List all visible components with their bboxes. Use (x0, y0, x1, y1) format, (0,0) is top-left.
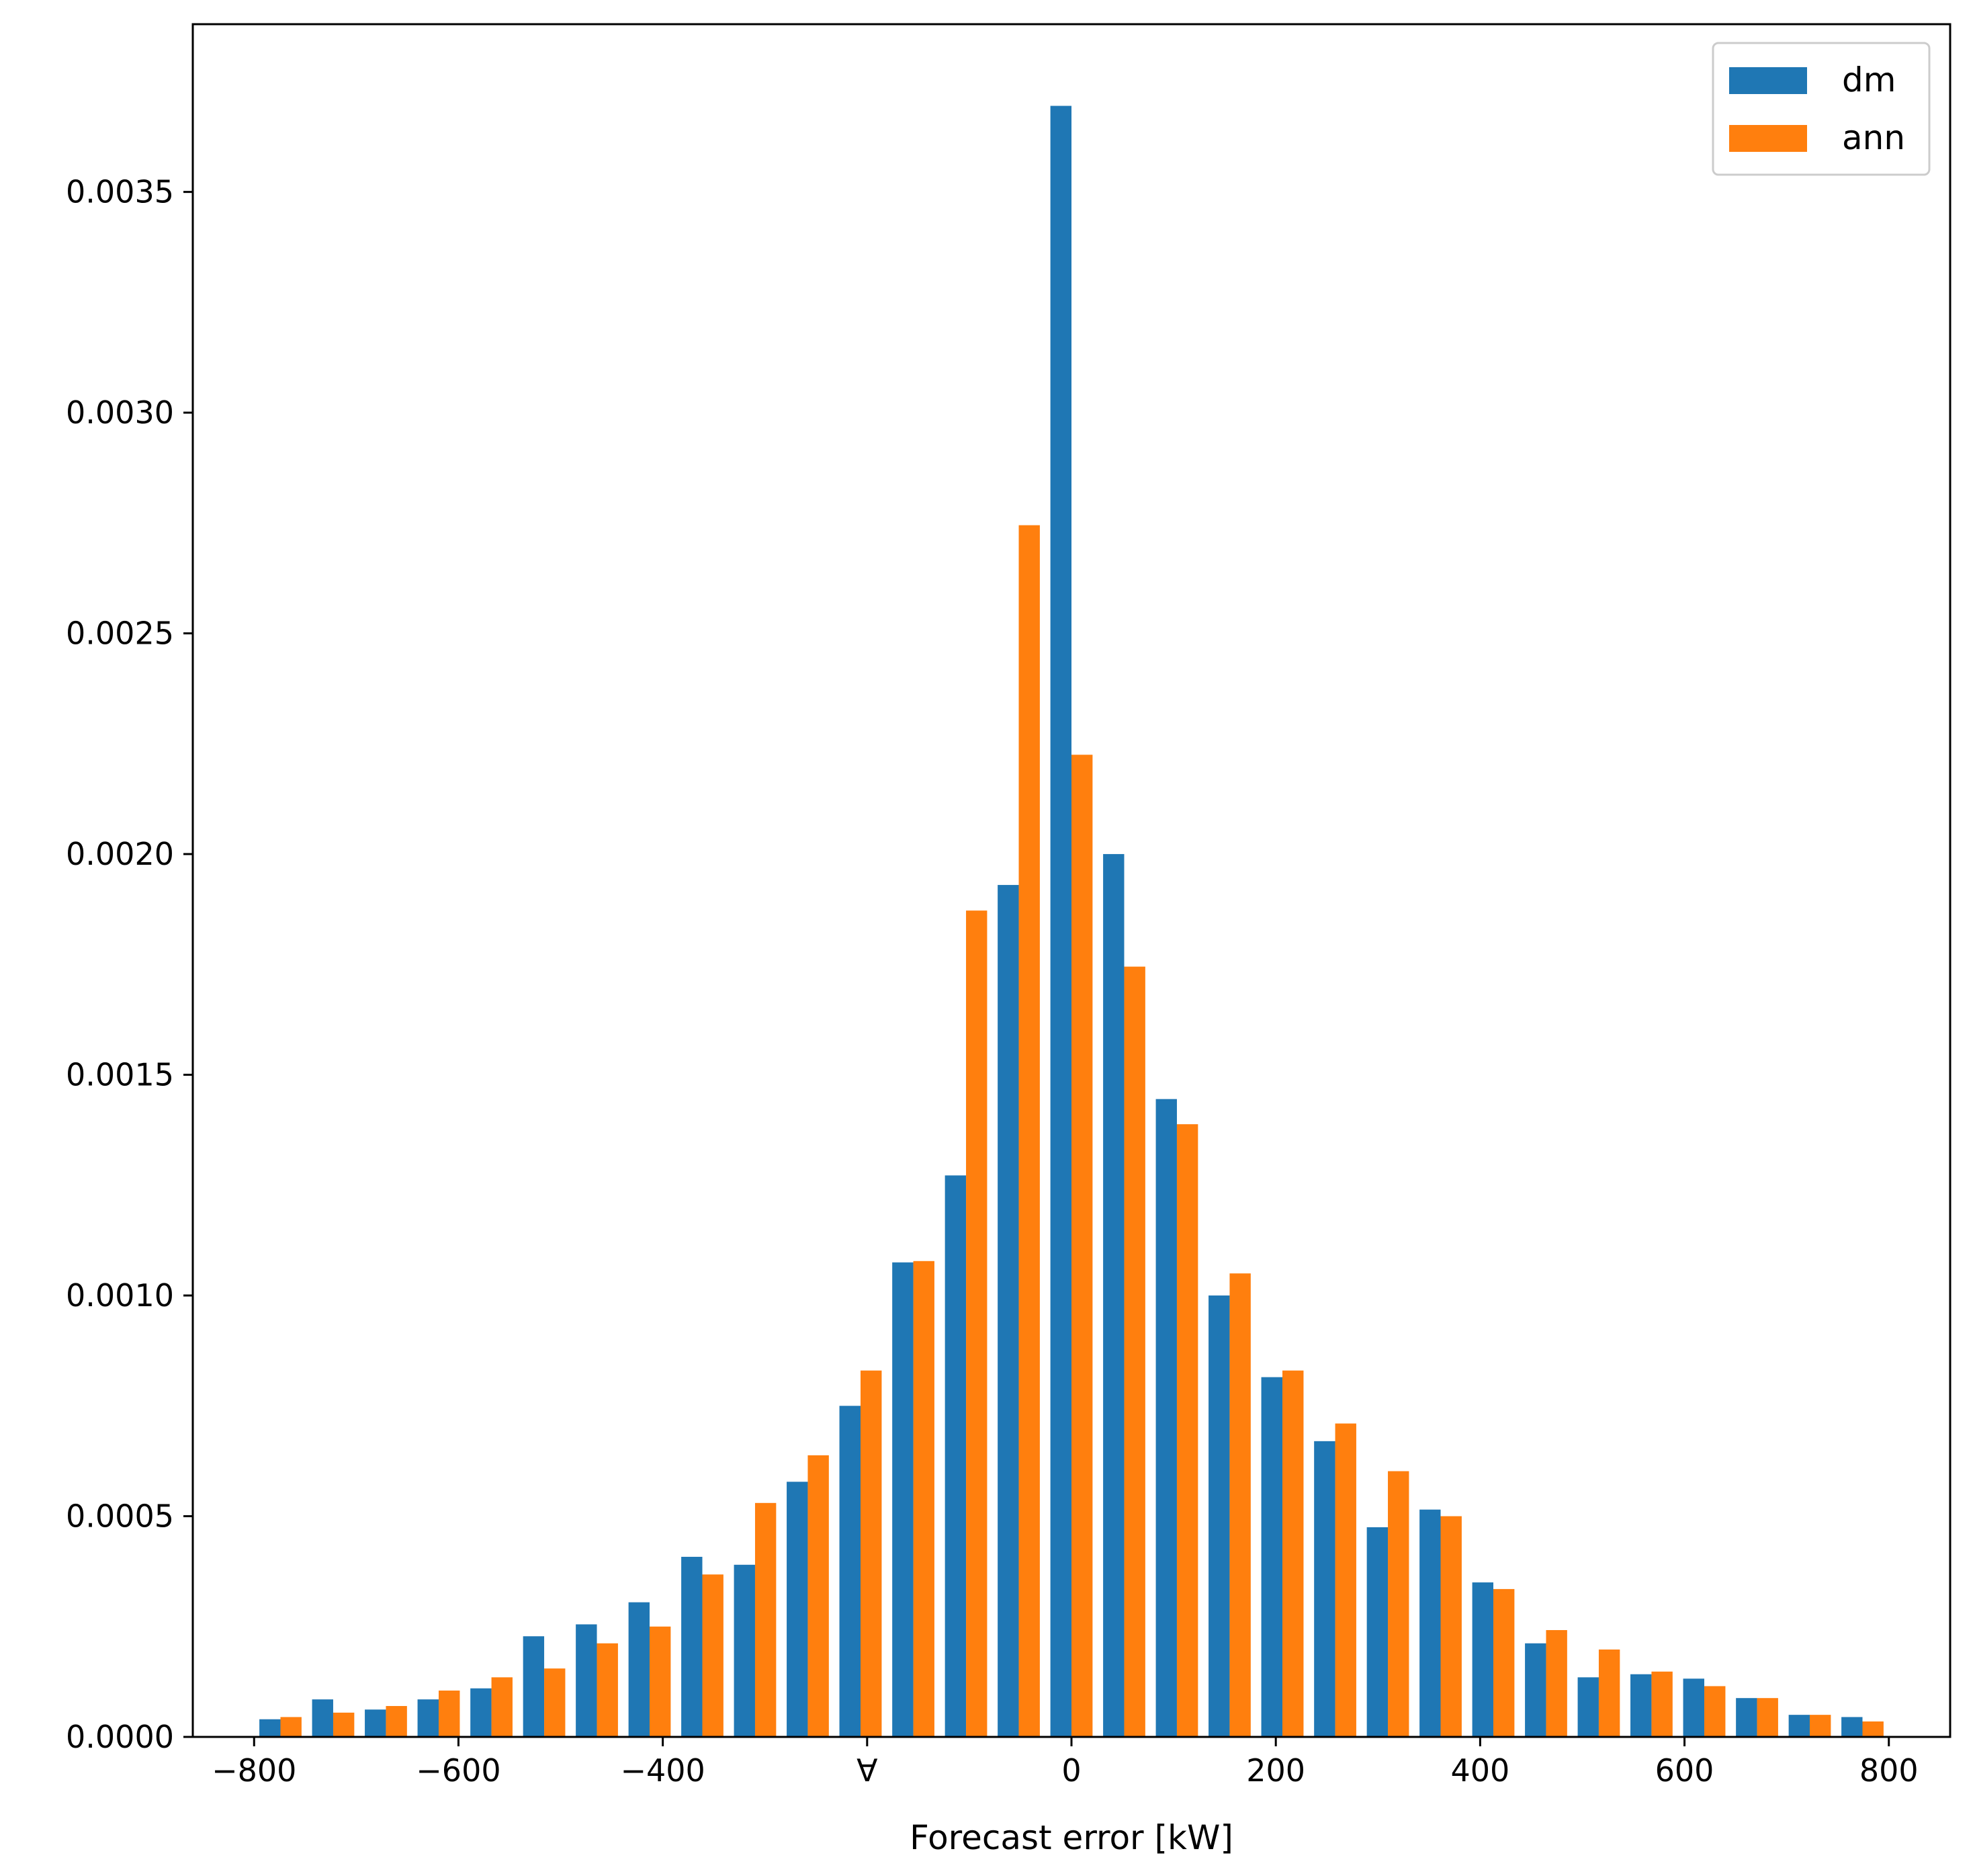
bar-ann-25 (1598, 1649, 1620, 1737)
bar-dm-24 (1525, 1643, 1546, 1737)
bar-ann-29 (1810, 1715, 1831, 1737)
legend-label-dm: dm (1842, 60, 1896, 99)
bar-dm-30 (1841, 1717, 1863, 1737)
bar-ann-15 (1071, 755, 1093, 1737)
bar-dm-13 (945, 1175, 967, 1737)
bar-ann-16 (1124, 966, 1145, 1737)
bar-ann-24 (1546, 1630, 1567, 1737)
bar-dm-28 (1736, 1698, 1757, 1737)
bar-dm-17 (1155, 1099, 1177, 1737)
x-tick-label: 800 (1859, 1752, 1919, 1789)
x-tick-label: ∀ (857, 1752, 878, 1789)
bar-dm-0 (259, 1719, 281, 1737)
bar-ann-0 (280, 1717, 302, 1737)
bar-dm-21 (1366, 1527, 1389, 1737)
x-tick-label: 0 (1061, 1752, 1081, 1789)
bar-ann-23 (1493, 1588, 1515, 1737)
bar-dm-14 (998, 885, 1019, 1737)
x-axis: −800 −600 −400 ∀ 0 200 400 600 800 (212, 1737, 1919, 1789)
bar-ann-6 (597, 1643, 618, 1737)
bar-ann-3 (439, 1691, 460, 1737)
y-tick-label: 0.0010 (66, 1277, 174, 1314)
x-tick-label: −400 (620, 1752, 705, 1789)
bar-ann-18 (1229, 1273, 1251, 1737)
bar-dm-11 (839, 1406, 861, 1737)
bar-dm-23 (1472, 1582, 1493, 1737)
bar-dm-5 (523, 1636, 545, 1737)
bar-ann-7 (650, 1626, 671, 1737)
x-tick-label: −800 (212, 1752, 296, 1789)
bar-ann-14 (1018, 525, 1040, 1737)
bar-ann-21 (1388, 1471, 1409, 1737)
x-tick-label: 600 (1655, 1752, 1714, 1789)
bar-dm-16 (1103, 854, 1125, 1737)
bar-dm-9 (734, 1564, 755, 1737)
bar-ann-30 (1862, 1721, 1884, 1737)
bar-ann-17 (1176, 1124, 1198, 1737)
bar-ann-5 (544, 1668, 566, 1737)
bar-dm-8 (681, 1556, 703, 1737)
bar-ann-11 (861, 1370, 882, 1737)
bar-dm-25 (1577, 1677, 1599, 1737)
legend-swatch-ann (1729, 125, 1807, 152)
y-tick-label: 0.0025 (66, 615, 174, 652)
bar-ann-13 (966, 910, 988, 1737)
bar-dm-29 (1788, 1715, 1810, 1737)
bar-ann-19 (1282, 1370, 1304, 1737)
x-tick-label: 200 (1246, 1752, 1305, 1789)
bar-dm-2 (365, 1709, 386, 1737)
bar-dm-4 (470, 1688, 492, 1737)
y-tick-label: 0.0030 (66, 394, 174, 431)
y-tick-label: 0.0020 (66, 836, 174, 872)
legend-label-ann: ann (1842, 118, 1905, 157)
bar-dm-10 (787, 1482, 808, 1737)
bar-dm-27 (1683, 1678, 1704, 1737)
y-tick-label: 0.0005 (66, 1498, 174, 1535)
x-tick-label: −600 (416, 1752, 500, 1789)
bar-dm-1 (312, 1699, 333, 1737)
legend: dm ann (1712, 42, 1931, 176)
legend-swatch-dm (1729, 67, 1807, 94)
bar-ann-9 (754, 1502, 777, 1737)
y-axis: 0.0000 0.0005 0.0010 0.0015 0.0020 0.0025 0.00… (66, 174, 193, 1755)
bar-ann-22 (1440, 1516, 1462, 1737)
bar-dm-15 (1050, 105, 1071, 1737)
bar-dm-6 (576, 1624, 597, 1737)
x-axis-title: Forecast error [kW] (910, 1818, 1233, 1857)
bar-dm-20 (1314, 1441, 1335, 1737)
bar-dm-22 (1419, 1509, 1441, 1737)
bar-ann-10 (807, 1455, 829, 1737)
bar-dm-19 (1261, 1377, 1282, 1737)
bar-ann-1 (333, 1712, 355, 1737)
bar-ann-27 (1704, 1686, 1726, 1737)
y-tick-label: 0.0035 (66, 174, 174, 210)
y-tick-label: 0.0000 (66, 1719, 174, 1755)
bar-ann-8 (702, 1574, 723, 1737)
bar-dm-18 (1209, 1295, 1230, 1737)
bar-ann-26 (1651, 1671, 1673, 1737)
bar-ann-2 (386, 1706, 407, 1737)
bar-ann-20 (1335, 1423, 1356, 1737)
bar-ann-12 (913, 1261, 934, 1737)
bar-dm-3 (417, 1699, 439, 1737)
bar-ann-28 (1757, 1698, 1778, 1737)
bar-dm-7 (628, 1602, 650, 1737)
x-tick-label: 400 (1450, 1752, 1509, 1789)
y-tick-label: 0.0015 (66, 1057, 174, 1093)
bar-dm-12 (892, 1262, 914, 1737)
bar-dm-26 (1630, 1674, 1652, 1737)
bars-layer (259, 105, 1884, 1737)
bar-ann-4 (491, 1677, 513, 1737)
